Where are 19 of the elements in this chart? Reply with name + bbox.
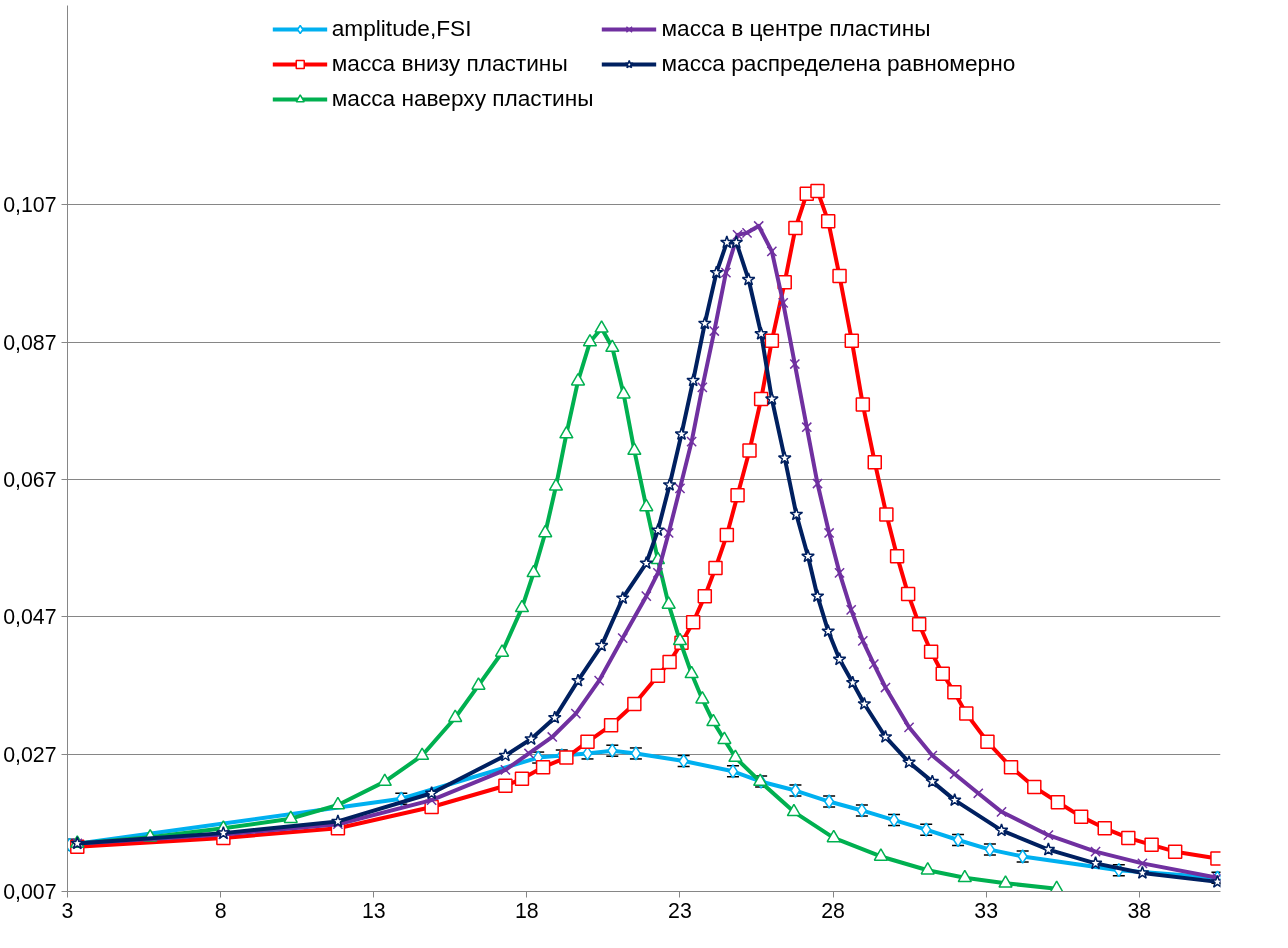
y-tick-label: 0,107: [3, 193, 57, 218]
y-tick-label: 0,067: [3, 467, 57, 492]
x-tick-label: 8: [214, 898, 227, 923]
y-tick-label: 0,027: [3, 742, 57, 767]
x-tick-label: 33: [974, 898, 999, 923]
x-tick-label: 38: [1127, 898, 1152, 923]
legend-label: масса внизу пластины: [331, 50, 568, 77]
legend-label: масса наверху пластины: [331, 85, 594, 112]
x-tick-label: 13: [361, 898, 386, 923]
x-tick-label: 23: [668, 898, 692, 923]
x-tick-label: 18: [515, 898, 539, 923]
x-tick-label: 28: [821, 898, 845, 923]
x-tick-label: 3: [61, 898, 74, 923]
y-tick-label: 0,007: [3, 880, 57, 904]
legend-label: масса распределена равномерно: [661, 50, 1016, 77]
y-tick-label: 0,087: [3, 330, 57, 355]
legend-label: масса в центре пластины: [661, 15, 931, 42]
y-tick-label: 0,047: [3, 605, 57, 630]
legend-label: amplitude,FSI: [331, 15, 472, 42]
